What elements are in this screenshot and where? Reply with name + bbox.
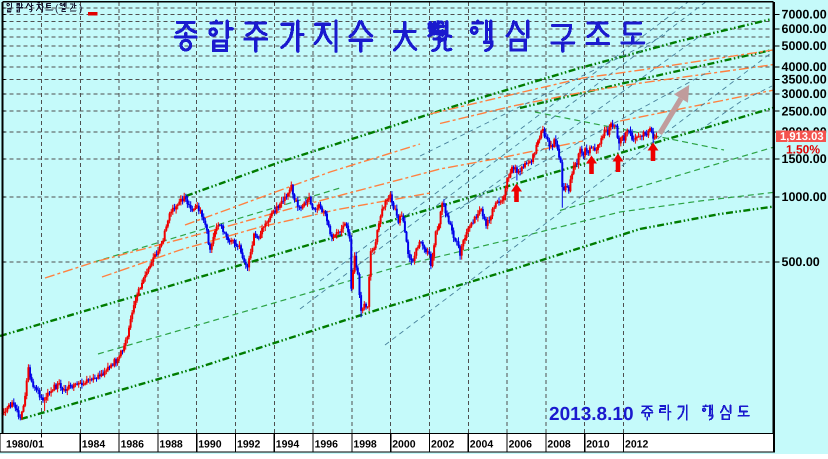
- svg-text:2010: 2010: [586, 439, 610, 451]
- svg-text:1986: 1986: [121, 439, 145, 451]
- svg-text:3500.00: 3500.00: [782, 73, 827, 87]
- svg-text:2002: 2002: [431, 439, 455, 451]
- svg-text:2008: 2008: [547, 439, 571, 451]
- svg-text:1984: 1984: [82, 439, 106, 451]
- svg-text:1500.00: 1500.00: [782, 152, 827, 166]
- svg-text:2013.8.10: 2013.8.10: [549, 404, 634, 425]
- svg-text:7000.00: 7000.00: [782, 8, 827, 22]
- svg-text:1994: 1994: [276, 439, 300, 451]
- svg-text:3000.00: 3000.00: [782, 87, 827, 101]
- svg-text:2500.00: 2500.00: [782, 104, 827, 118]
- svg-text:1998: 1998: [353, 439, 377, 451]
- svg-text:1980/01: 1980/01: [6, 439, 44, 451]
- svg-text:4000.00: 4000.00: [782, 60, 827, 74]
- svg-text:1988: 1988: [159, 439, 183, 451]
- svg-text:500.00: 500.00: [782, 255, 820, 269]
- svg-text:2000: 2000: [392, 439, 416, 451]
- svg-text:1990: 1990: [198, 439, 222, 451]
- svg-text:1,913.03: 1,913.03: [780, 131, 824, 143]
- svg-text:): ): [79, 4, 82, 15]
- svg-text:1.50%: 1.50%: [786, 143, 820, 157]
- svg-text:(: (: [55, 4, 59, 15]
- svg-text:2006: 2006: [509, 439, 533, 451]
- svg-text:1996: 1996: [315, 439, 339, 451]
- svg-text:5000.00: 5000.00: [782, 39, 827, 53]
- svg-text:6000.00: 6000.00: [782, 22, 827, 36]
- svg-text:1992: 1992: [237, 439, 261, 451]
- svg-text:2004: 2004: [470, 439, 494, 451]
- svg-text:2012: 2012: [625, 439, 649, 451]
- svg-text:1000.00: 1000.00: [782, 190, 827, 204]
